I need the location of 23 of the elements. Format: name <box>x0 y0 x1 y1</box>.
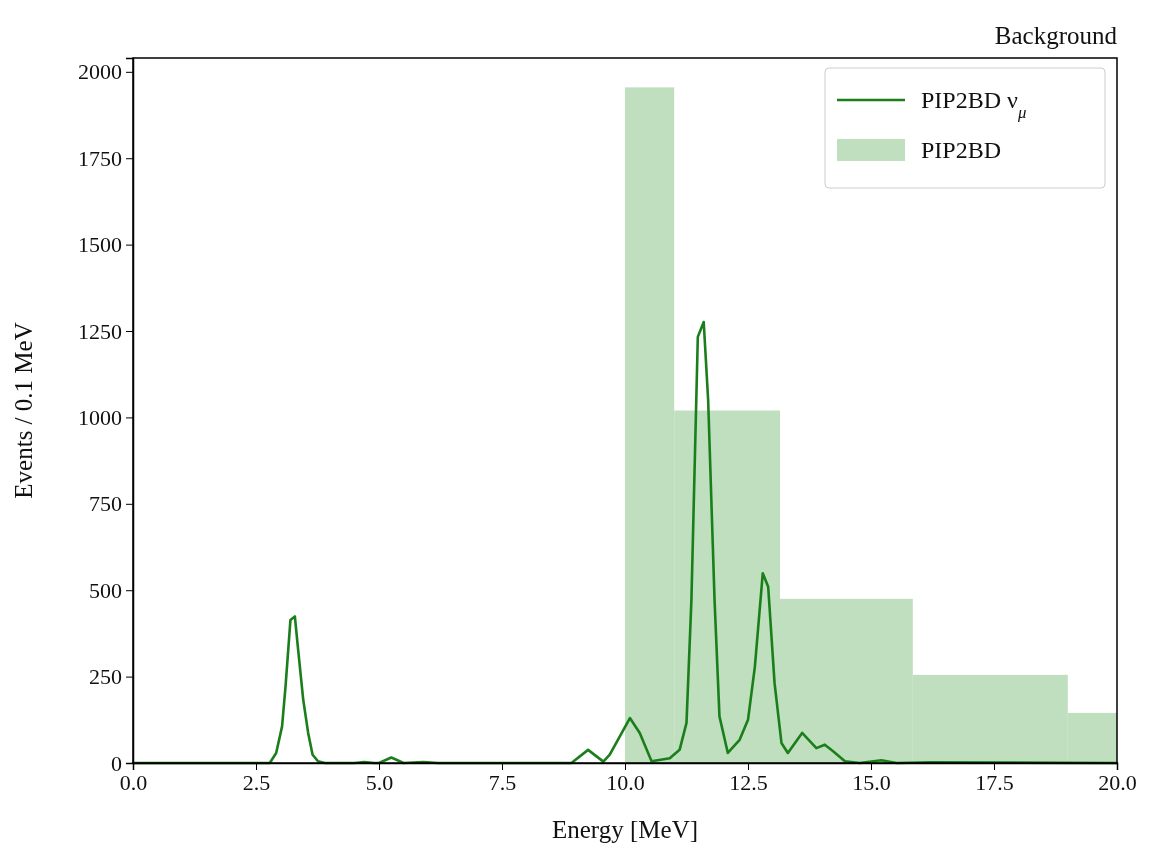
y-tick-label: 0 <box>111 750 122 776</box>
y-tick-label: 500 <box>89 577 122 603</box>
y-tick-label: 2000 <box>78 59 122 85</box>
y-tick-label: 1000 <box>78 404 122 430</box>
x-tick-label: 0.0 <box>119 769 148 795</box>
x-tick-label: 12.5 <box>729 769 768 795</box>
y-tick-label: 750 <box>89 491 122 517</box>
chart-title: Background <box>994 22 1118 49</box>
x-tick-label: 17.5 <box>975 769 1014 795</box>
legend-label: PIP2BD <box>921 137 1002 163</box>
x-tick-label: 10.0 <box>606 769 645 795</box>
y-tick-label: 1250 <box>78 318 122 344</box>
x-tick-label: 20.0 <box>1098 769 1137 795</box>
x-tick-label: 5.0 <box>365 769 394 795</box>
y-tick-label: 250 <box>89 664 122 690</box>
x-tick-label: 15.0 <box>852 769 891 795</box>
y-tick-label: 1750 <box>78 145 122 171</box>
y-tick-label: 1500 <box>78 232 122 258</box>
y-axis-title: Events / 0.1 MeV <box>10 322 37 499</box>
legend-label: PIP2BD ν$_{μ}$ <box>921 87 1027 122</box>
x-axis-title: Energy [MeV] <box>551 816 699 843</box>
x-tick-label: 7.5 <box>488 769 517 795</box>
x-tick-label: 2.5 <box>242 769 271 795</box>
